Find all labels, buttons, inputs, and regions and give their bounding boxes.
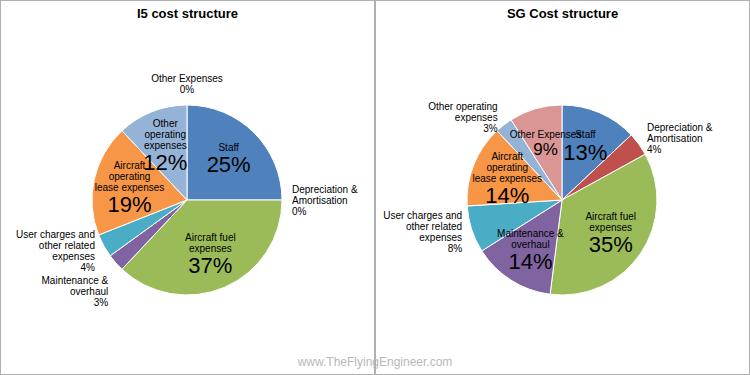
svg-text:Depreciation &Amortisation4%: Depreciation &Amortisation4% bbox=[647, 122, 713, 155]
svg-text:Otheroperatingexpenses12%: Otheroperatingexpenses12% bbox=[143, 118, 187, 175]
svg-text:Maintenance &overhaul14%: Maintenance &overhaul14% bbox=[497, 228, 564, 274]
svg-text:User charges andother relatede: User charges andother relatedexpenses8% bbox=[383, 210, 462, 254]
svg-text:Aircraftoperatinglease expense: Aircraftoperatinglease expenses14% bbox=[472, 151, 542, 208]
svg-text:User charges andother relatede: User charges andother relatedexpenses4% bbox=[16, 229, 95, 273]
svg-text:Other Expenses0%: Other Expenses0% bbox=[151, 73, 223, 95]
svg-text:Other Expenses9%: Other Expenses9% bbox=[510, 129, 582, 159]
svg-text:Staff25%: Staff25% bbox=[207, 142, 251, 177]
svg-text:Depreciation &Amortisation0%: Depreciation &Amortisation0% bbox=[292, 184, 358, 217]
svg-text:Other operatingexpenses3%: Other operatingexpenses3% bbox=[428, 101, 498, 134]
svg-text:Maintenance &overhaul3%: Maintenance &overhaul3% bbox=[42, 275, 109, 308]
svg-text:www.TheFlyingEngineer.com: www.TheFlyingEngineer.com bbox=[297, 355, 453, 369]
svg-text:SG Cost structure: SG Cost structure bbox=[507, 6, 618, 21]
svg-text:I5 cost structure: I5 cost structure bbox=[137, 6, 238, 21]
svg-text:Aircraft fuelexpenses37%: Aircraft fuelexpenses37% bbox=[185, 232, 236, 278]
svg-text:Aircraftoperatinglease expense: Aircraftoperatinglease expenses19% bbox=[95, 160, 165, 217]
svg-text:Staff13%: Staff13% bbox=[563, 129, 607, 164]
svg-text:Aircraft fuelexpenses35%: Aircraft fuelexpenses35% bbox=[585, 211, 636, 257]
